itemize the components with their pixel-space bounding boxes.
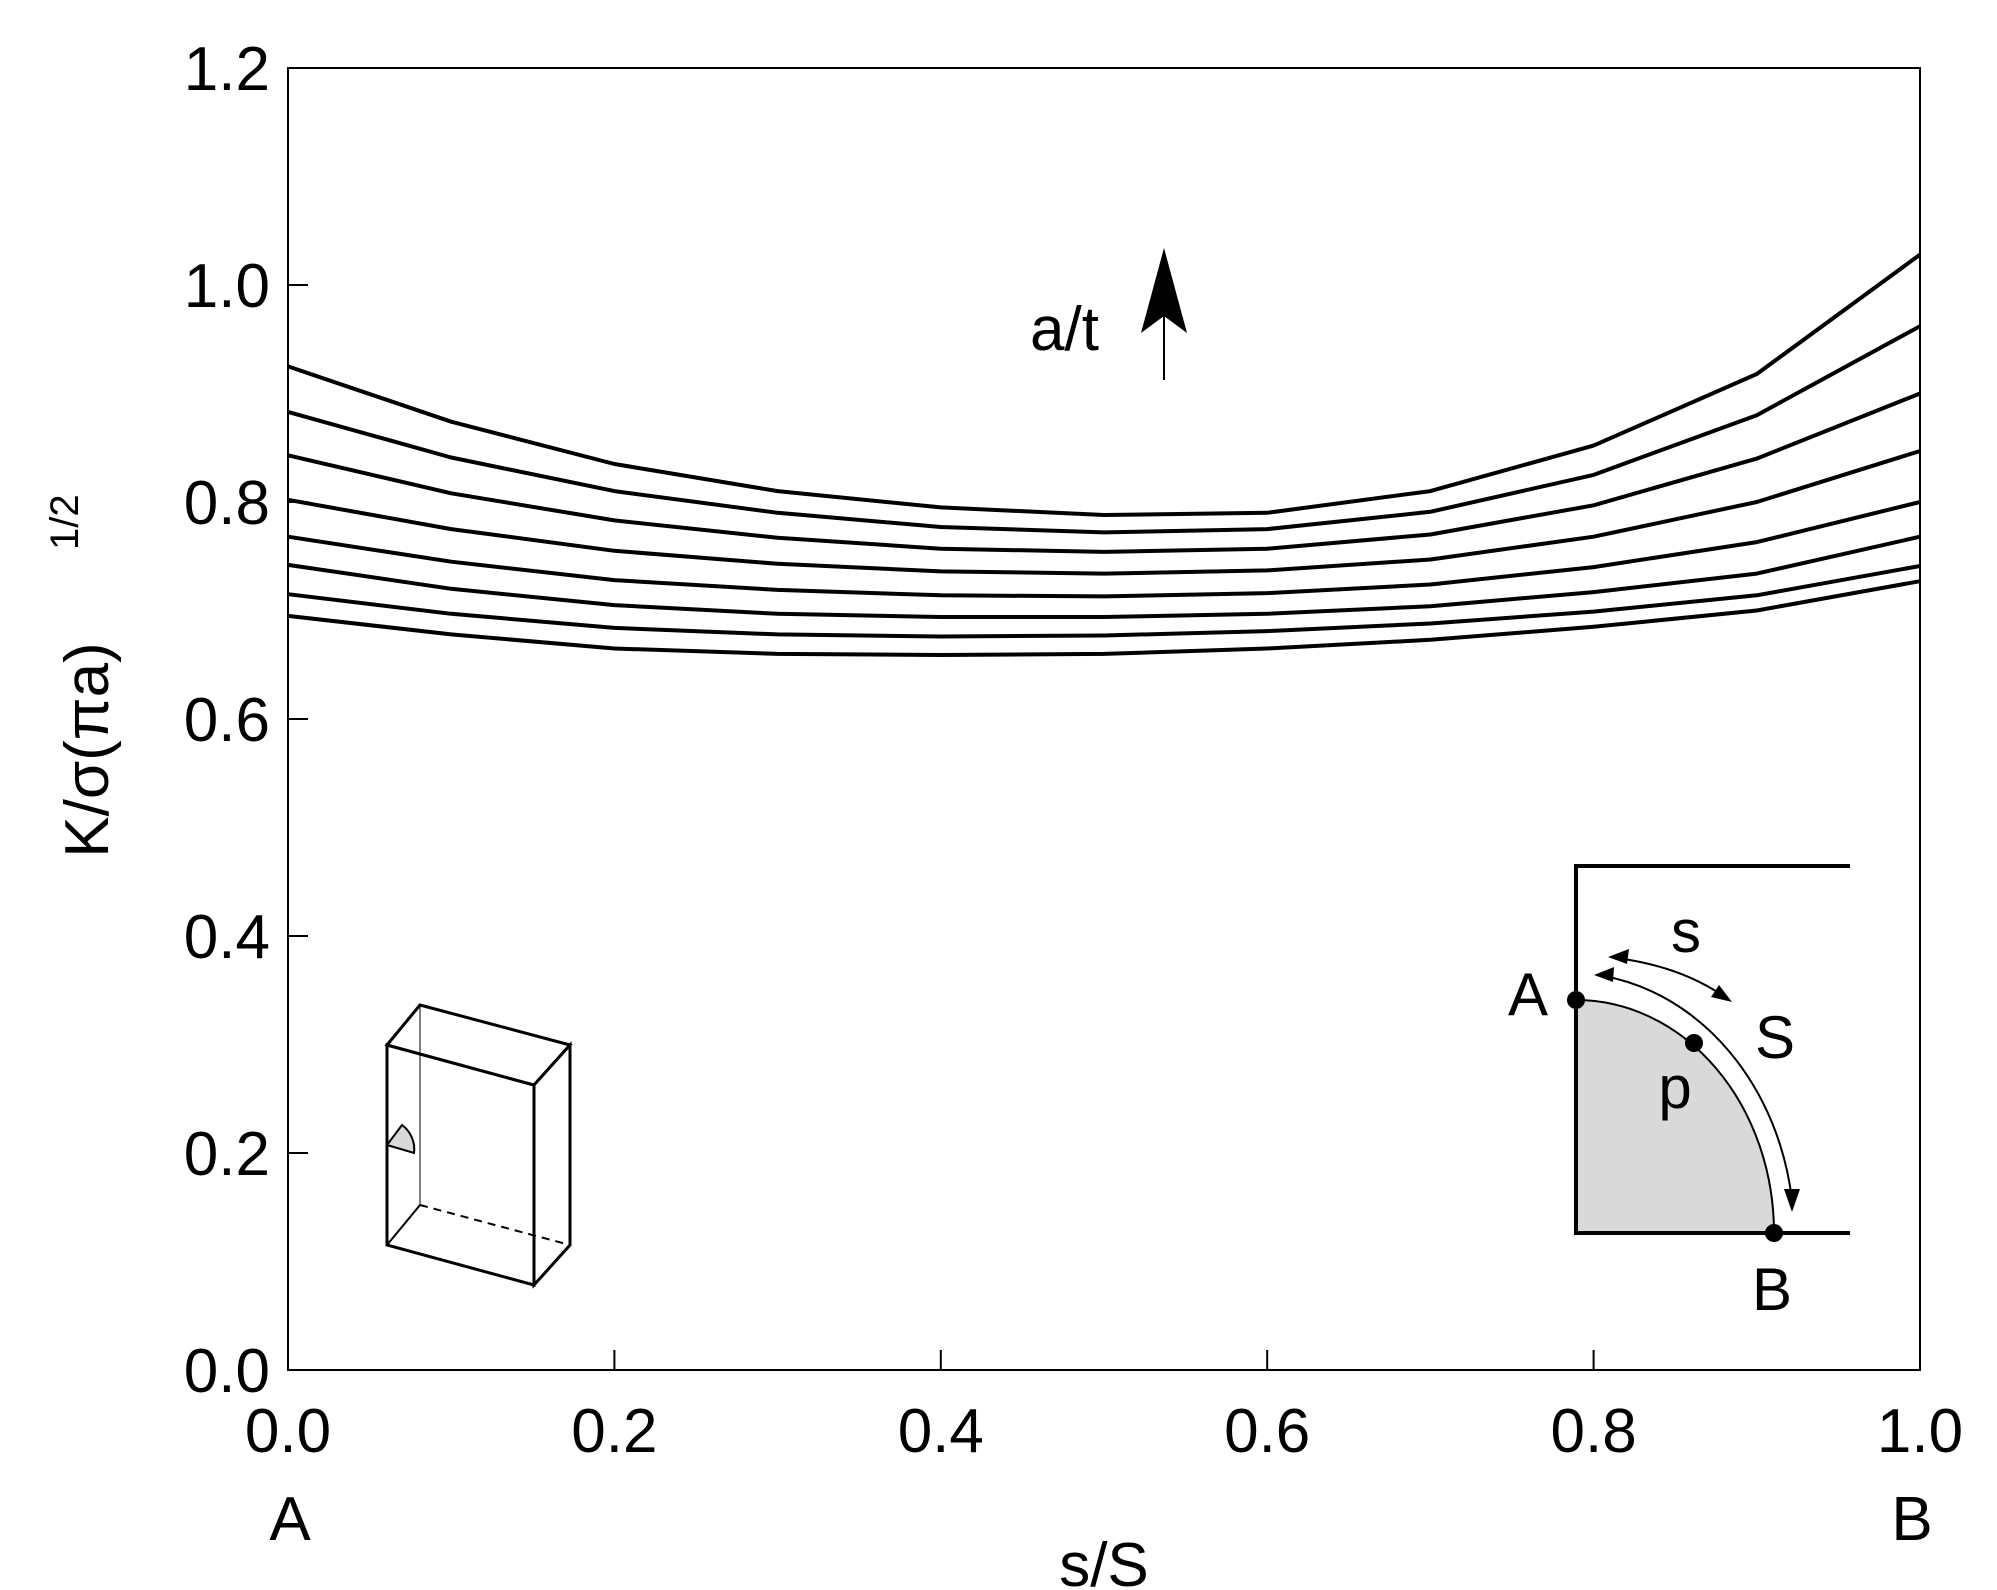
plate-hidden-edge [419, 1204, 571, 1246]
y-axis-title-superscript: 1/2 [43, 494, 87, 550]
y-tick-label: 0.6 [184, 686, 270, 755]
plate-hidden-edge [386, 1204, 421, 1246]
x-tick-label: 0.6 [1224, 1397, 1310, 1466]
series-line-1 [287, 579, 1921, 657]
plate-side-face [532, 1041, 572, 1289]
plate-inset [384, 1003, 573, 1289]
inset-boundary [1574, 864, 1850, 1235]
series-line-5 [287, 449, 1921, 576]
inset-label-A: A [1508, 961, 1548, 1028]
y-tick-label: 0.2 [184, 1120, 270, 1189]
y-axis-title-group: K/σ(πa) 1/2 [43, 494, 122, 857]
annotation-arrow-head [1141, 248, 1187, 333]
x-tick-label: 0.2 [571, 1397, 657, 1466]
point-p-marker [1685, 1034, 1703, 1052]
series-line-7 [287, 324, 1921, 535]
inset-label-s: s [1671, 898, 1701, 965]
tick-labels: 0.0 0.2 0.4 0.6 0.8 1.0 0.0 0.2 0.4 0.6 0.8 1.0 1.2 [184, 35, 1963, 1466]
y-tick-label: 0.0 [184, 1337, 270, 1406]
S-arrow-head-end [1784, 1189, 1800, 1212]
S-arrow-head-start [1594, 967, 1614, 982]
plate-front-face [385, 1043, 536, 1287]
y-tick-label: 0.4 [184, 903, 270, 972]
x-end-label-left: A [269, 1485, 311, 1554]
x-tick-label: 0.8 [1550, 1397, 1636, 1466]
series-line-2 [287, 564, 1921, 639]
y-tick-label: 1.2 [184, 35, 270, 104]
s-arrow-head-right [1711, 985, 1732, 1002]
series-line-6 [287, 391, 1921, 554]
S-arrow-arc [1603, 975, 1793, 1201]
inset-label-p: p [1658, 1054, 1691, 1121]
x-tick-label: 1.0 [1877, 1397, 1963, 1466]
series-line-3 [287, 534, 1921, 619]
series-line-4 [287, 500, 1921, 599]
x-tick-label: 0.4 [898, 1397, 984, 1466]
inset-label-S: S [1755, 1004, 1795, 1071]
x-end-label-right: B [1891, 1485, 1932, 1554]
y-tick-label: 0.8 [184, 469, 270, 538]
y-tick-label: 1.0 [184, 252, 270, 321]
y-axis-title: K/σ(πa) [53, 642, 122, 857]
inset-label-B: B [1752, 1256, 1792, 1323]
crack-region [1576, 1000, 1774, 1233]
x-tick-label: 0.0 [245, 1397, 331, 1466]
crack-inset: A p B s S [1508, 864, 1850, 1323]
crack-front [1575, 999, 1775, 1234]
point-A-marker [1567, 991, 1585, 1009]
series-lines [287, 252, 1922, 657]
series-line-8 [287, 252, 1922, 517]
s-arrow-head-left [1608, 949, 1629, 964]
annotation-label: a/t [1030, 295, 1099, 364]
point-B-marker [1765, 1224, 1783, 1242]
x-axis-title: s/S [1059, 1531, 1149, 1590]
corner-crack [385, 1123, 416, 1155]
